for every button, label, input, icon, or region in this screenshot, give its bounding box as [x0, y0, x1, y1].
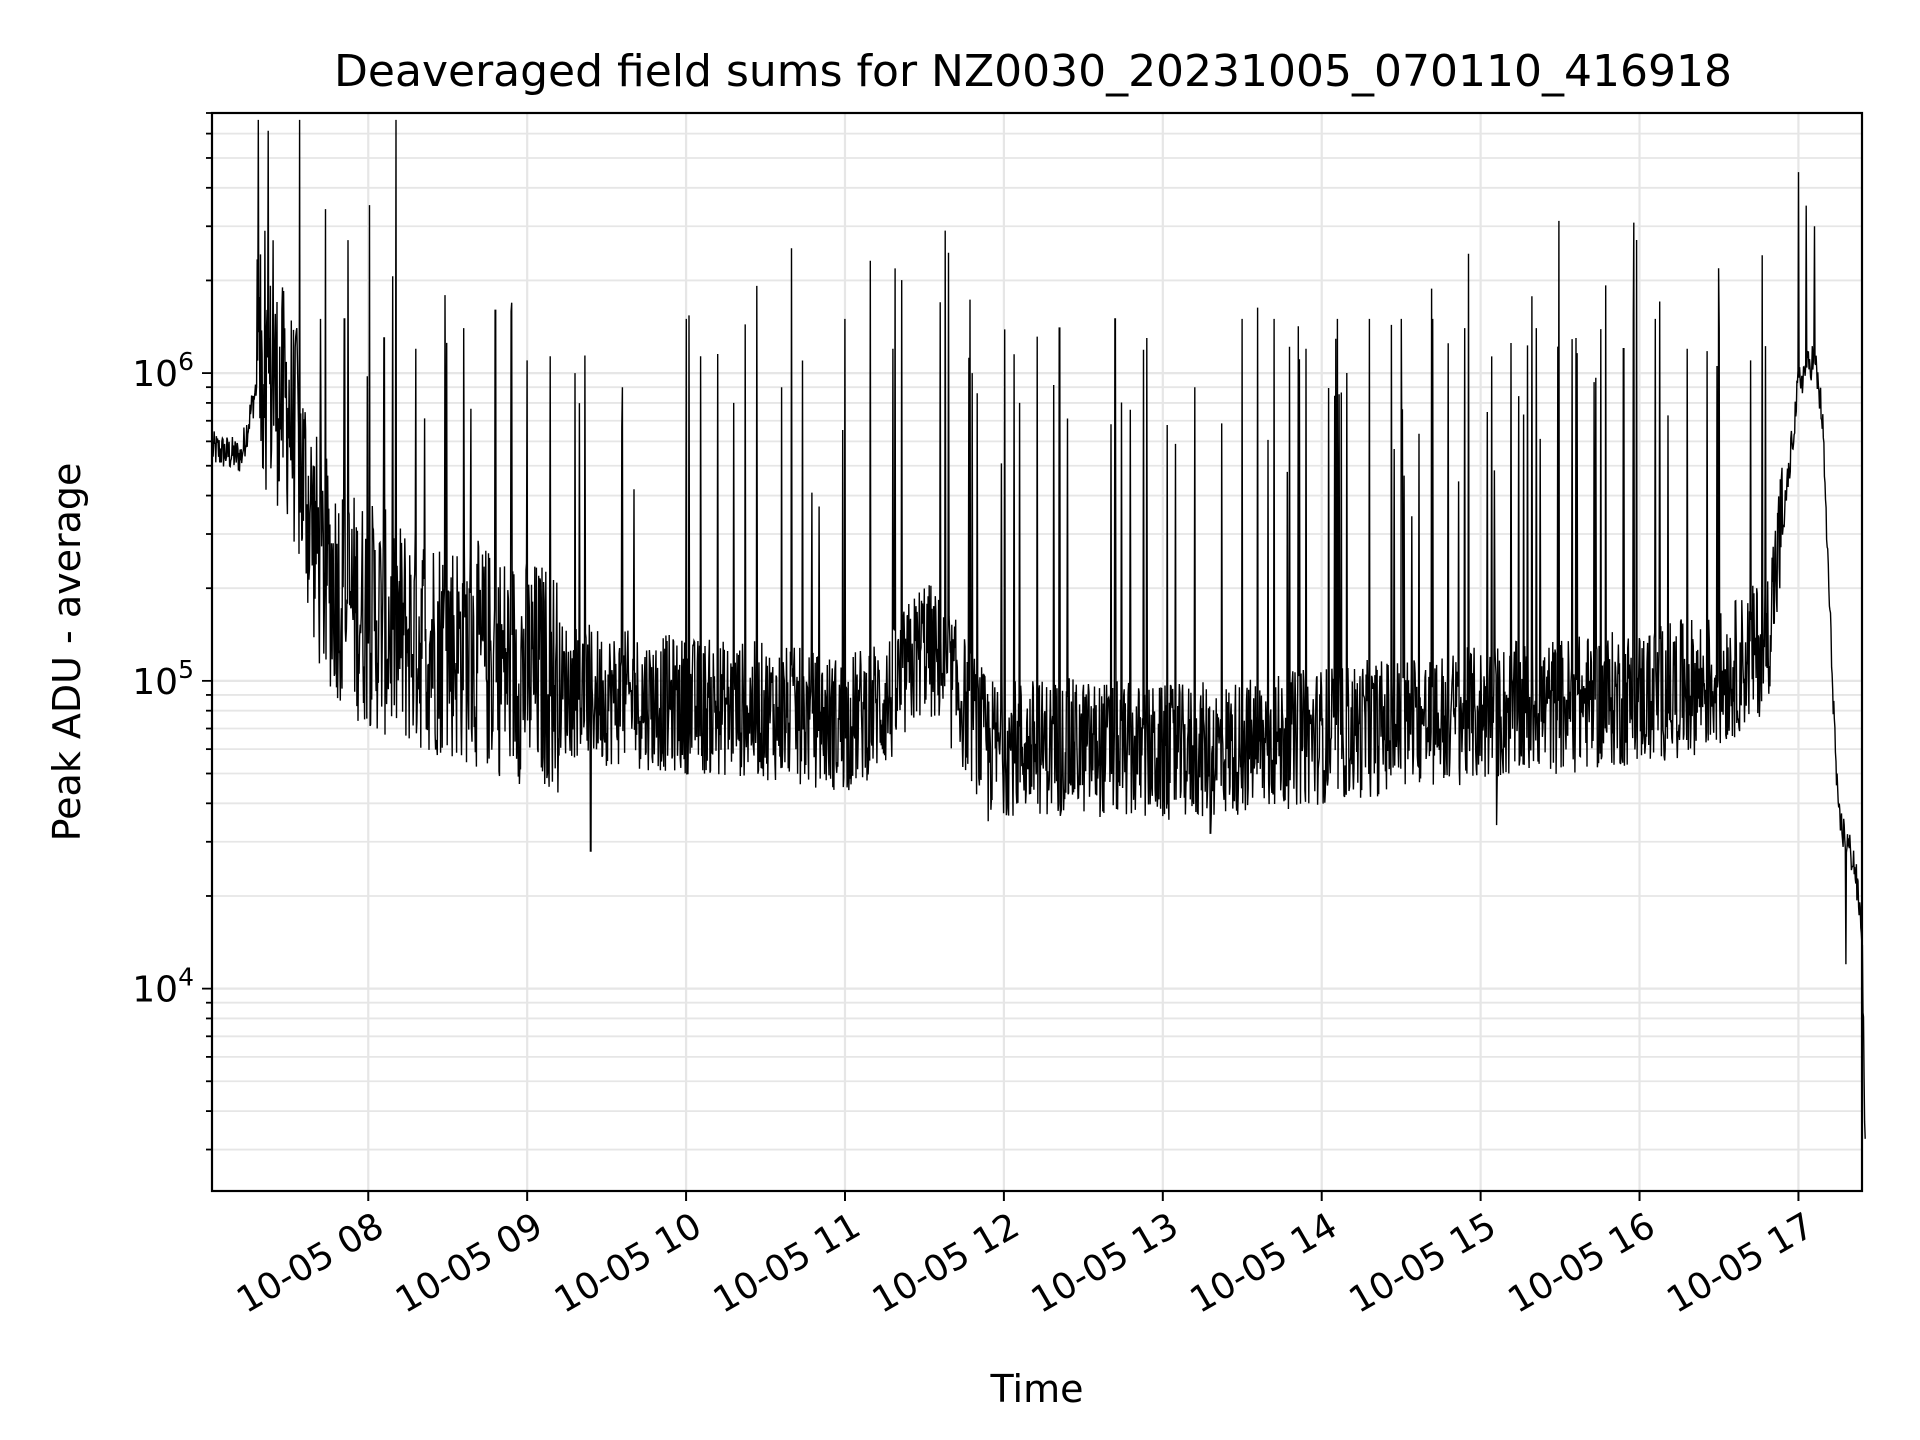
- x-tick-label: 10-05 17: [1660, 1205, 1821, 1321]
- y-axis-label: Peak ADU - average: [45, 463, 89, 842]
- series-line: [211, 119, 1866, 1139]
- series-group: [211, 119, 1866, 1139]
- x-tick-label: 10-05 15: [1342, 1205, 1503, 1321]
- x-tick-label: 10-05 10: [548, 1205, 709, 1321]
- x-tick-label: 10-05 08: [230, 1205, 391, 1321]
- x-tick-label: 10-05 13: [1025, 1205, 1186, 1321]
- chart-title: Deaveraged field sums for NZ0030_2023100…: [334, 46, 1732, 97]
- y-tick-label: 104: [132, 963, 194, 1011]
- x-tick-label: 10-05 16: [1501, 1205, 1662, 1321]
- x-tick-label: 10-05 14: [1184, 1205, 1345, 1321]
- x-tick-label: 10-05 09: [389, 1205, 550, 1321]
- x-tick-label: 10-05 12: [866, 1205, 1027, 1321]
- y-tick-label: 106: [132, 347, 194, 395]
- x-tick-label: 10-05 11: [707, 1205, 868, 1321]
- plot-frame: [210, 111, 1864, 1193]
- x-axis-label: Time: [990, 1367, 1084, 1411]
- y-tick-label: 105: [132, 655, 194, 703]
